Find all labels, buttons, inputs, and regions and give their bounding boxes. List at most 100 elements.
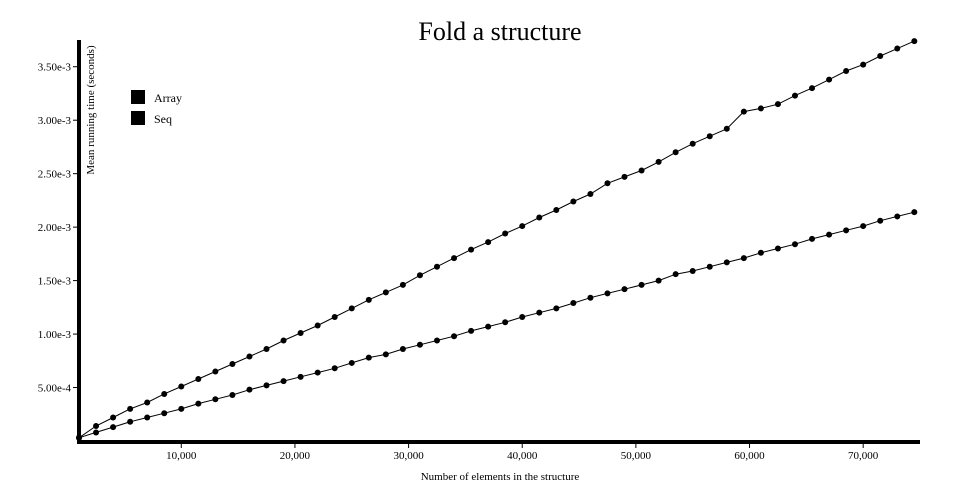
data-point	[127, 418, 134, 425]
data-point	[502, 319, 509, 326]
data-point	[774, 245, 781, 252]
data-point	[161, 390, 168, 397]
data-point	[178, 383, 185, 390]
data-point	[911, 209, 918, 216]
data-point	[468, 246, 475, 253]
data-point	[433, 263, 440, 270]
data-point	[229, 392, 236, 399]
series-seq	[76, 209, 918, 441]
data-point	[110, 414, 117, 421]
y-tick-label: 5.00e-4	[38, 383, 72, 395]
y-tick-label: 3.00e-3	[38, 115, 72, 127]
data-point	[911, 38, 918, 45]
legend-swatch-array	[131, 90, 145, 104]
x-tick-label: 30,000	[393, 450, 424, 462]
legend-label-seq: Seq	[154, 112, 172, 126]
data-point	[314, 369, 321, 376]
data-point	[331, 365, 338, 372]
data-point	[689, 140, 696, 147]
data-point	[723, 125, 730, 132]
data-point	[809, 85, 816, 92]
data-point	[399, 346, 406, 353]
legend-swatch-seq	[131, 111, 145, 125]
data-point	[468, 327, 475, 334]
data-point	[451, 255, 458, 262]
data-point	[587, 190, 594, 197]
data-point	[689, 267, 696, 274]
data-point	[280, 337, 287, 344]
data-point	[348, 305, 355, 312]
data-point	[212, 396, 219, 403]
data-point	[843, 68, 850, 75]
y-tick-label: 1.00e-3	[38, 329, 72, 341]
x-axis-label: Number of elements in the structure	[421, 471, 580, 483]
data-point	[297, 329, 304, 336]
data-point	[144, 414, 151, 421]
data-point	[365, 296, 372, 303]
y-axis-label: Mean running time (seconds)	[85, 45, 97, 175]
series-line	[78, 40, 915, 439]
chart-title: Fold a structure	[418, 17, 581, 46]
data-point	[553, 207, 560, 214]
data-point	[621, 286, 628, 293]
data-point	[519, 313, 526, 320]
data-point	[451, 333, 458, 340]
data-point	[519, 223, 526, 230]
data-point	[877, 53, 884, 60]
data-point	[706, 133, 713, 140]
data-point	[263, 346, 270, 353]
data-point	[860, 61, 867, 68]
data-point	[655, 277, 662, 284]
x-tick-label: 10,000	[166, 450, 197, 462]
data-point	[791, 241, 798, 248]
y-tick-label: 2.50e-3	[38, 169, 72, 181]
data-point	[860, 223, 867, 230]
data-point	[877, 217, 884, 224]
y-tick-label: 2.00e-3	[38, 222, 72, 234]
data-point	[297, 373, 304, 380]
data-point	[587, 294, 594, 301]
legend: Array Seq	[131, 90, 182, 126]
y-tick-label: 3.50e-3	[38, 62, 72, 74]
data-point	[604, 180, 611, 187]
data-point	[638, 167, 645, 174]
data-point	[416, 272, 423, 279]
series-layer	[76, 38, 918, 441]
legend-label-array: Array	[154, 91, 182, 105]
data-point	[638, 281, 645, 288]
data-point	[536, 309, 543, 316]
data-point	[757, 249, 764, 256]
data-point	[570, 198, 577, 205]
x-tick-label: 60,000	[734, 450, 765, 462]
data-point	[161, 410, 168, 417]
data-point	[263, 382, 270, 389]
data-point	[127, 405, 134, 412]
data-point	[485, 323, 492, 330]
data-point	[110, 424, 117, 431]
data-point	[144, 399, 151, 406]
series-array	[76, 38, 918, 441]
data-point	[604, 290, 611, 297]
data-point	[706, 263, 713, 270]
data-point	[382, 351, 389, 358]
data-point	[212, 368, 219, 375]
data-point	[655, 158, 662, 165]
data-point	[246, 353, 253, 360]
data-point	[672, 149, 679, 156]
data-point	[433, 337, 440, 344]
data-point	[621, 173, 628, 180]
data-point	[485, 239, 492, 246]
data-point	[399, 281, 406, 288]
data-point	[502, 230, 509, 237]
x-tick-label: 40,000	[507, 450, 538, 462]
data-point	[843, 227, 850, 234]
ticks-layer: 10,000 20,000 30,000 40,000 50,000 60,000 70,0…	[38, 62, 879, 462]
data-point	[570, 300, 577, 307]
data-point	[774, 101, 781, 108]
data-point	[740, 255, 747, 262]
data-point	[894, 45, 901, 52]
series-line	[78, 211, 915, 439]
data-point	[791, 92, 798, 99]
